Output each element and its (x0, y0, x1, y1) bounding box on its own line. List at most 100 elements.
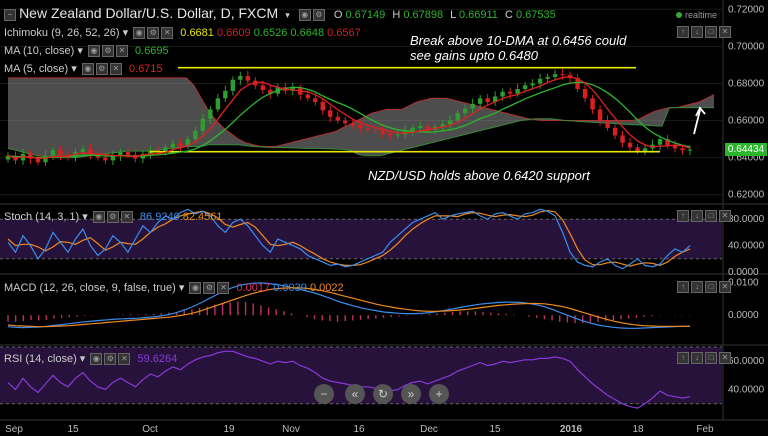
candle-body (185, 139, 191, 147)
candle-body (582, 89, 588, 99)
eye-icon[interactable]: ◉ (81, 63, 94, 76)
close-icon[interactable]: ✕ (719, 352, 731, 365)
collapse-button[interactable]: − (4, 9, 16, 22)
candle-body (268, 89, 273, 94)
ma10-legend[interactable]: MA (10, close) ▾ ◉ ⚙ ✕ 0.6695 (4, 45, 169, 58)
settings-icon[interactable]: ⚙ (104, 353, 117, 366)
candle-body (605, 120, 610, 128)
stoch-d-value: 82.4561 (182, 211, 223, 223)
settings-icon[interactable]: ⚙ (312, 9, 325, 22)
up-arrow-icon (693, 106, 706, 135)
ichimoku-v5: 0.6567 (327, 27, 361, 39)
panel-controls-main[interactable]: ↑ ↓ □ ✕ (675, 26, 731, 39)
close-icon[interactable]: ✕ (217, 282, 230, 295)
annotation-break: Break above 10-DMA at 0.6456 could see g… (410, 33, 626, 63)
close-icon[interactable]: ✕ (719, 26, 731, 39)
move-up-icon[interactable]: ↑ (677, 281, 689, 294)
ichimoku-v2: 0.6609 (216, 27, 251, 39)
candle-body (358, 125, 363, 128)
eye-icon[interactable]: ◉ (189, 282, 202, 295)
axis-labels: 0.72000 0.70000 0.68000 0.66000 0.64000 0.620… (5, 4, 764, 435)
maximize-icon[interactable]: □ (705, 26, 717, 39)
candle-body (215, 98, 221, 110)
settings-icon[interactable]: ⚙ (106, 211, 119, 224)
move-down-icon[interactable]: ↓ (691, 281, 703, 294)
eye-icon[interactable]: ◉ (92, 211, 105, 224)
close-icon[interactable]: ✕ (109, 63, 122, 76)
eye-icon[interactable]: ◉ (298, 9, 311, 22)
maximize-icon[interactable]: □ (705, 210, 717, 223)
candle-body (447, 120, 453, 125)
close-icon[interactable]: ✕ (161, 27, 174, 40)
symbol-title[interactable]: New Zealand Dollar/U.S. Dollar, D, FXCM (19, 5, 279, 21)
panel-controls-macd[interactable]: ↑ ↓ □ ✕ (675, 281, 731, 294)
candle-body (575, 77, 580, 90)
reset-icon[interactable]: ↻ (373, 384, 393, 404)
move-down-icon[interactable]: ↓ (691, 352, 703, 365)
kumo-span-b-line (8, 77, 715, 147)
price-tick-label: 0.68000 (728, 78, 765, 89)
scroll-left-icon[interactable]: « (345, 384, 365, 404)
stoch-legend[interactable]: Stoch (14, 3, 1) ▾ ◉ ⚙ ✕ 86.9240 82.4561 (4, 211, 223, 224)
time-tick-label: Dec (420, 424, 438, 435)
scroll-right-icon[interactable]: » (401, 384, 421, 404)
close-icon[interactable]: ✕ (719, 210, 731, 223)
candle-body (477, 98, 483, 104)
candle-body (410, 127, 415, 131)
eye-icon[interactable]: ◉ (87, 45, 100, 58)
last-price-badge: 0.64434 (725, 143, 767, 156)
maximize-icon[interactable]: □ (705, 281, 717, 294)
panel-controls-rsi[interactable]: ↑ ↓ □ ✕ (675, 352, 731, 365)
move-up-icon[interactable]: ↑ (677, 210, 689, 223)
candle-body (328, 110, 333, 117)
rsi-legend[interactable]: RSI (14, close) ▾ ◉ ⚙ ✕ 59.6264 (4, 353, 178, 366)
move-up-icon[interactable]: ↑ (677, 352, 689, 365)
ichimoku-legend[interactable]: Ichimoku (9, 26, 52, 26) ▾ ◉ ⚙ ✕ 0.6681 0.… (4, 27, 361, 40)
ma5-legend[interactable]: MA (5, close) ▾ ◉ ⚙ ✕ 0.6715 (4, 63, 163, 76)
candle-body (537, 78, 543, 84)
candle-body (560, 74, 565, 76)
stoch-band (0, 219, 722, 259)
move-down-icon[interactable]: ↓ (691, 26, 703, 39)
ma10-label: MA (10, close) (4, 45, 75, 57)
zoom-in-icon[interactable]: + (429, 384, 449, 404)
time-tick-label: 15 (67, 424, 79, 435)
maximize-icon[interactable]: □ (705, 352, 717, 365)
settings-icon[interactable]: ⚙ (95, 63, 108, 76)
price-tick-label: 0.72000 (728, 4, 765, 15)
macd-line (7, 282, 690, 329)
settings-icon[interactable]: ⚙ (203, 282, 216, 295)
zoom-out-icon[interactable]: − (314, 384, 334, 404)
close-icon[interactable]: ✕ (115, 45, 128, 58)
eye-icon[interactable]: ◉ (90, 353, 103, 366)
close-icon[interactable]: ✕ (118, 353, 131, 366)
candle-body (35, 158, 41, 163)
macd-legend[interactable]: MACD (12, 26, close, 9, false, true) ▾ ◉… (4, 282, 344, 295)
stoch-tick-label: 80.0000 (728, 214, 765, 225)
move-down-icon[interactable]: ↓ (691, 210, 703, 223)
price-tick-label: 0.66000 (728, 116, 765, 127)
candle-body (612, 127, 618, 136)
settings-icon[interactable]: ⚙ (101, 45, 114, 58)
moving-averages (7, 66, 706, 159)
stoch-k-value: 86.9240 (139, 211, 180, 223)
time-tick-label: 18 (632, 424, 644, 435)
ichimoku-cloud (7, 77, 715, 159)
chevron-down-icon[interactable]: ▾ (285, 10, 290, 20)
eye-icon[interactable]: ◉ (133, 27, 146, 40)
kumo-area (8, 77, 714, 158)
close-icon[interactable]: ✕ (719, 281, 731, 294)
candle-body (687, 149, 693, 151)
candle-body (118, 152, 123, 156)
move-up-icon[interactable]: ↑ (677, 26, 689, 39)
panel-controls-stoch[interactable]: ↑ ↓ □ ✕ (675, 210, 731, 223)
annotation-break-line2: see gains upto 0.6480 (410, 48, 538, 63)
candle-body (43, 155, 48, 163)
settings-icon[interactable]: ⚙ (147, 27, 160, 40)
close-icon[interactable]: ✕ (120, 211, 133, 224)
candle-body (462, 108, 468, 114)
realtime-indicator: realtime (676, 10, 717, 20)
candle-body (350, 123, 355, 126)
rsi-value: 59.6264 (137, 353, 178, 365)
